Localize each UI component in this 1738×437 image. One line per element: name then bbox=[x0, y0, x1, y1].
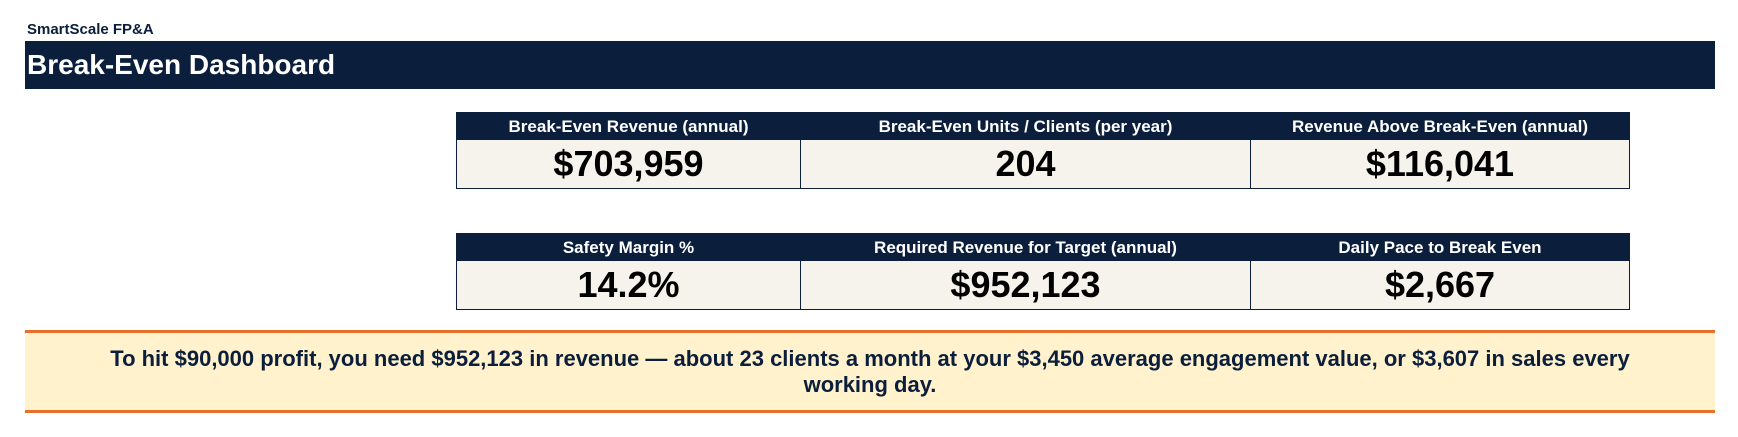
kpi-value: $2,667 bbox=[1251, 261, 1629, 309]
kpi-daily-pace[interactable]: Daily Pace to Break Even $2,667 bbox=[1250, 234, 1629, 309]
kpi-label: Required Revenue for Target (annual) bbox=[801, 234, 1250, 261]
callout-text: To hit $90,000 profit, you need $952,123… bbox=[110, 345, 1630, 397]
kpi-safety-margin[interactable]: Safety Margin % 14.2% bbox=[457, 234, 800, 309]
kpi-break-even-revenue[interactable]: Break-Even Revenue (annual) $703,959 bbox=[457, 113, 800, 188]
kpi-label: Revenue Above Break-Even (annual) bbox=[1251, 113, 1629, 140]
kpi-row-2: Safety Margin % 14.2% Required Revenue f… bbox=[456, 233, 1630, 310]
brand-name: SmartScale FP&A bbox=[27, 21, 154, 38]
kpi-label: Safety Margin % bbox=[457, 234, 800, 261]
kpi-value: $116,041 bbox=[1251, 140, 1629, 188]
kpi-value: 14.2% bbox=[457, 261, 800, 309]
kpi-value: $952,123 bbox=[801, 261, 1250, 309]
kpi-label: Break-Even Revenue (annual) bbox=[457, 113, 800, 140]
summary-callout[interactable]: To hit $90,000 profit, you need $952,123… bbox=[25, 330, 1715, 413]
kpi-required-revenue[interactable]: Required Revenue for Target (annual) $95… bbox=[800, 234, 1250, 309]
kpi-revenue-above-break-even[interactable]: Revenue Above Break-Even (annual) $116,0… bbox=[1250, 113, 1629, 188]
kpi-break-even-units[interactable]: Break-Even Units / Clients (per year) 20… bbox=[800, 113, 1250, 188]
page-title: Break-Even Dashboard bbox=[25, 41, 1715, 89]
kpi-value: $703,959 bbox=[457, 140, 800, 188]
kpi-value: 204 bbox=[801, 140, 1250, 188]
kpi-label: Daily Pace to Break Even bbox=[1251, 234, 1629, 261]
kpi-label: Break-Even Units / Clients (per year) bbox=[801, 113, 1250, 140]
kpi-row-1: Break-Even Revenue (annual) $703,959 Bre… bbox=[456, 112, 1630, 189]
